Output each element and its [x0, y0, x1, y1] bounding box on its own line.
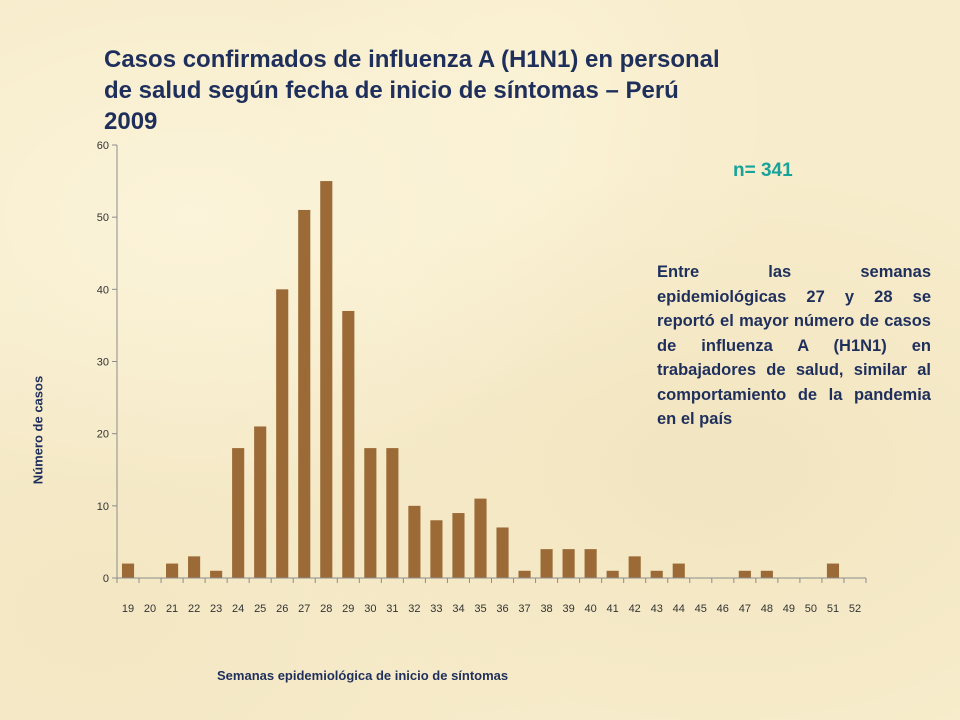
bar-week-30	[364, 448, 377, 578]
x-tick-label: 22	[188, 603, 200, 615]
title-line-2: de salud según fecha de inicio de síntom…	[104, 77, 679, 104]
bar-week-40	[584, 549, 597, 578]
annotation-note: Entre las semanas epidemiológicas 27 y 2…	[657, 263, 931, 428]
bar-week-43	[650, 570, 663, 578]
x-tick-label: 35	[474, 603, 486, 615]
x-tick-label: 20	[144, 603, 156, 615]
bar-week-33	[430, 520, 443, 578]
x-tick-label: 31	[386, 603, 398, 615]
x-tick-label: 34	[452, 603, 464, 615]
bar-week-44	[672, 563, 685, 578]
x-tick-label: 23	[210, 603, 222, 615]
title-line-1: Casos confirmados de influenza A (H1N1) …	[104, 46, 720, 73]
bar-week-48	[760, 570, 773, 578]
x-tick-label: 24	[232, 603, 244, 615]
x-tick-label: 38	[540, 603, 552, 615]
x-tick-label: 52	[849, 603, 861, 615]
x-tick-label: 48	[761, 603, 773, 615]
bar-week-51	[826, 563, 840, 578]
x-tick-label: 45	[695, 603, 707, 615]
bar-week-27	[298, 209, 311, 578]
x-tick-label: 49	[783, 603, 795, 615]
bar-week-21	[166, 563, 179, 578]
bar-week-22	[188, 556, 201, 578]
x-tick-label: 25	[254, 603, 266, 615]
x-tick-label: 36	[496, 603, 508, 615]
x-tick-label: 37	[518, 603, 530, 615]
bar-week-23	[210, 570, 223, 578]
x-tick-label: 21	[166, 603, 178, 615]
x-tick-label: 27	[298, 603, 310, 615]
y-tick-label: 0	[103, 573, 109, 585]
bar-week-25	[254, 426, 267, 578]
y-tick-label: 10	[97, 501, 109, 513]
bar-week-34	[452, 513, 465, 578]
slide-title: Casos confirmados de influenza A (H1N1) …	[104, 44, 884, 137]
x-tick-label: 44	[673, 603, 685, 615]
y-tick-label: 60	[97, 140, 109, 152]
y-ticks-group: 0 10 20 30 40 50 60	[97, 140, 117, 585]
x-tick-label: 30	[364, 603, 376, 615]
bars-group	[121, 181, 840, 578]
bar-week-37	[518, 570, 531, 578]
bar-week-24	[232, 448, 245, 578]
x-ticks-group: 19 20 21 22 23 24 25 26 27 28 29 30 31 32 33 34 35 36 37 38…	[116, 578, 867, 615]
bar-week-28	[320, 181, 333, 578]
x-tick-label: 47	[739, 603, 751, 615]
x-tick-label: 40	[585, 603, 597, 615]
x-tick-label: 50	[805, 603, 817, 615]
y-tick-label: 50	[97, 212, 109, 224]
x-tick-label: 26	[276, 603, 288, 615]
x-tick-label: 29	[342, 603, 354, 615]
bar-week-36	[496, 527, 509, 578]
x-axis-label: Semanas epidemiológica de inicio de sínt…	[217, 668, 509, 683]
bar-week-41	[606, 570, 619, 578]
bar-week-26	[276, 289, 289, 578]
x-tick-label: 42	[629, 603, 641, 615]
bar-week-19	[121, 563, 135, 578]
bar-week-39	[562, 549, 575, 578]
bar-week-29	[342, 310, 355, 578]
bar-week-35	[474, 498, 487, 578]
x-tick-label: 32	[408, 603, 420, 615]
sample-size-label: n= 341	[733, 160, 793, 181]
bar-week-31	[386, 448, 399, 578]
x-tick-label: 51	[827, 603, 839, 615]
x-tick-label: 46	[717, 603, 729, 615]
y-tick-label: 40	[97, 284, 109, 296]
x-tick-label: 41	[607, 603, 619, 615]
x-tick-label: 39	[562, 603, 574, 615]
y-axis-label-text: Número de casos	[30, 375, 46, 485]
title-line-3: 2009	[104, 108, 158, 135]
x-tick-label: 19	[122, 603, 134, 615]
bar-week-47	[738, 570, 751, 578]
y-tick-label: 20	[97, 429, 109, 441]
x-tick-label: 33	[430, 603, 442, 615]
x-tick-label: 43	[651, 603, 663, 615]
y-tick-label: 30	[97, 357, 109, 369]
bar-week-32	[408, 505, 421, 578]
x-tick-label: 28	[320, 603, 332, 615]
bar-week-42	[628, 556, 641, 578]
bar-week-38	[540, 549, 553, 578]
